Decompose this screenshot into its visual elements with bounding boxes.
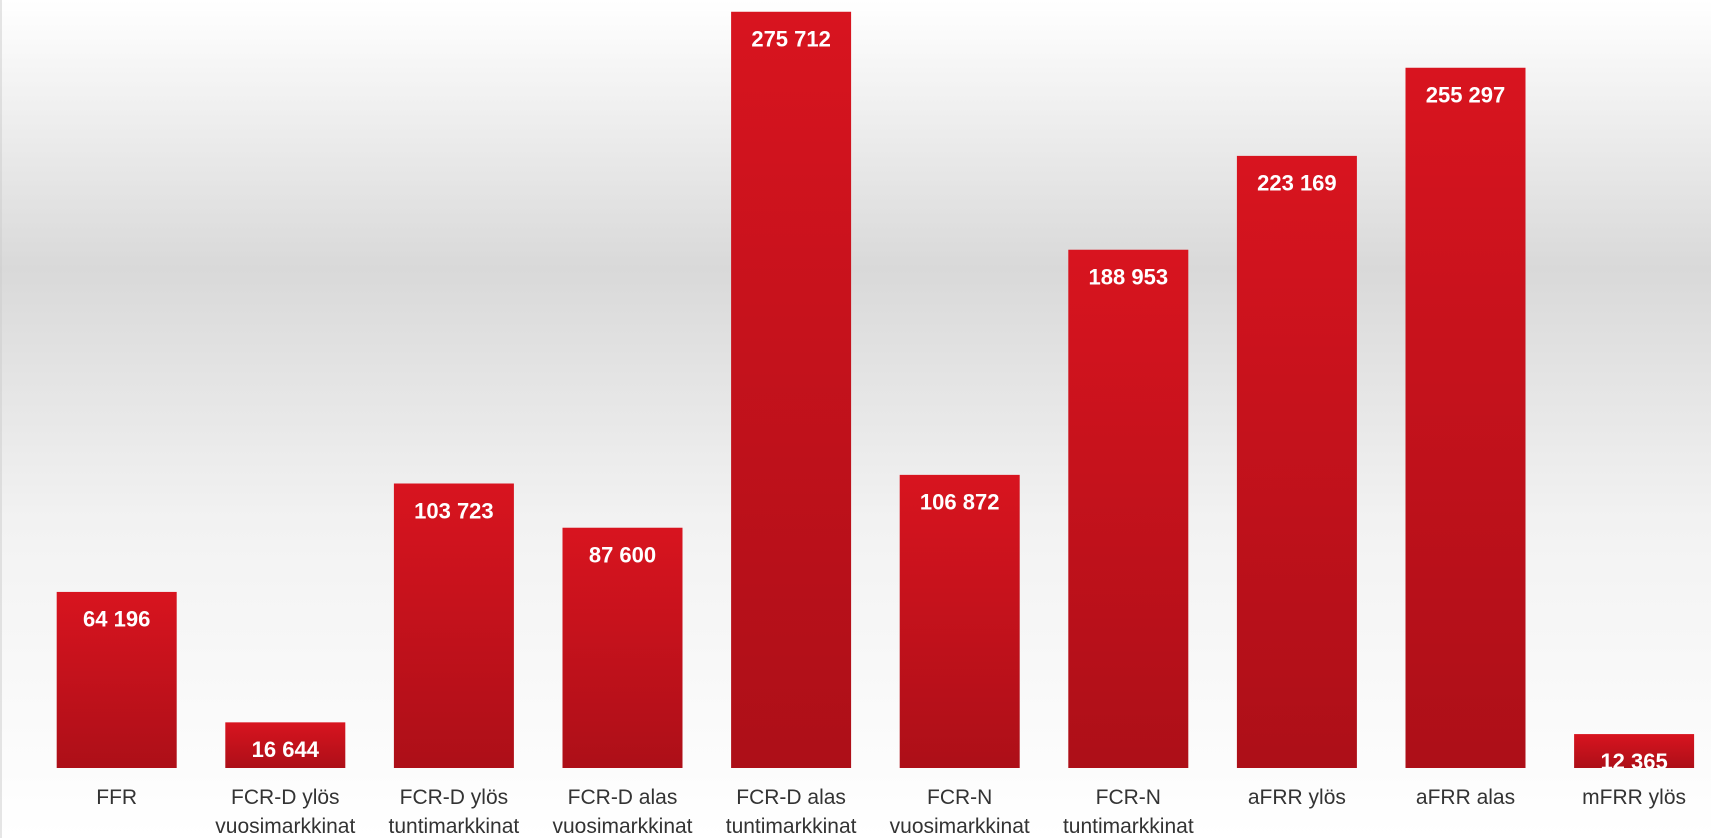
bar: [562, 527, 683, 768]
value-label: 12 365: [1600, 749, 1667, 774]
value-label: 106 872: [920, 490, 1000, 515]
x-tick-label: FCR-D ylös tuntimarkkinat: [388, 786, 520, 838]
x-tick-label: FCR-N tuntimarkkinat: [1062, 786, 1194, 838]
bar: [731, 11, 852, 769]
value-label: 103 723: [414, 498, 494, 523]
value-label: 255 297: [1426, 83, 1506, 108]
bar: [1405, 67, 1526, 769]
bar: [899, 474, 1020, 768]
bar: [1236, 155, 1357, 768]
x-tick-label: FCR-N vuosimarkkinat: [889, 786, 1030, 838]
bar: [56, 591, 177, 768]
value-label: 64 196: [83, 607, 150, 632]
x-tick-label: FFR: [96, 786, 138, 809]
bar: [393, 483, 514, 768]
x-tick-label: aFRR alas: [1415, 786, 1516, 809]
bar: [1574, 734, 1695, 768]
x-tick-label: mFRR ylös: [1582, 786, 1687, 809]
value-label: 275 712: [751, 27, 831, 52]
x-tick-label: FCR-D alas tuntimarkkinat: [725, 786, 857, 838]
bar: [225, 722, 346, 768]
x-tick-label: aFRR ylös: [1247, 786, 1346, 809]
value-label: 87 600: [589, 543, 656, 568]
value-label: 188 953: [1089, 265, 1169, 290]
value-label: 16 644: [252, 737, 320, 762]
bar: [1068, 249, 1189, 769]
x-tick-label: FCR-D alas vuosimarkkinat: [552, 786, 693, 838]
value-label: 223 169: [1257, 171, 1337, 196]
x-tick-label: FCR-D ylös vuosimarkkinat: [215, 786, 356, 838]
